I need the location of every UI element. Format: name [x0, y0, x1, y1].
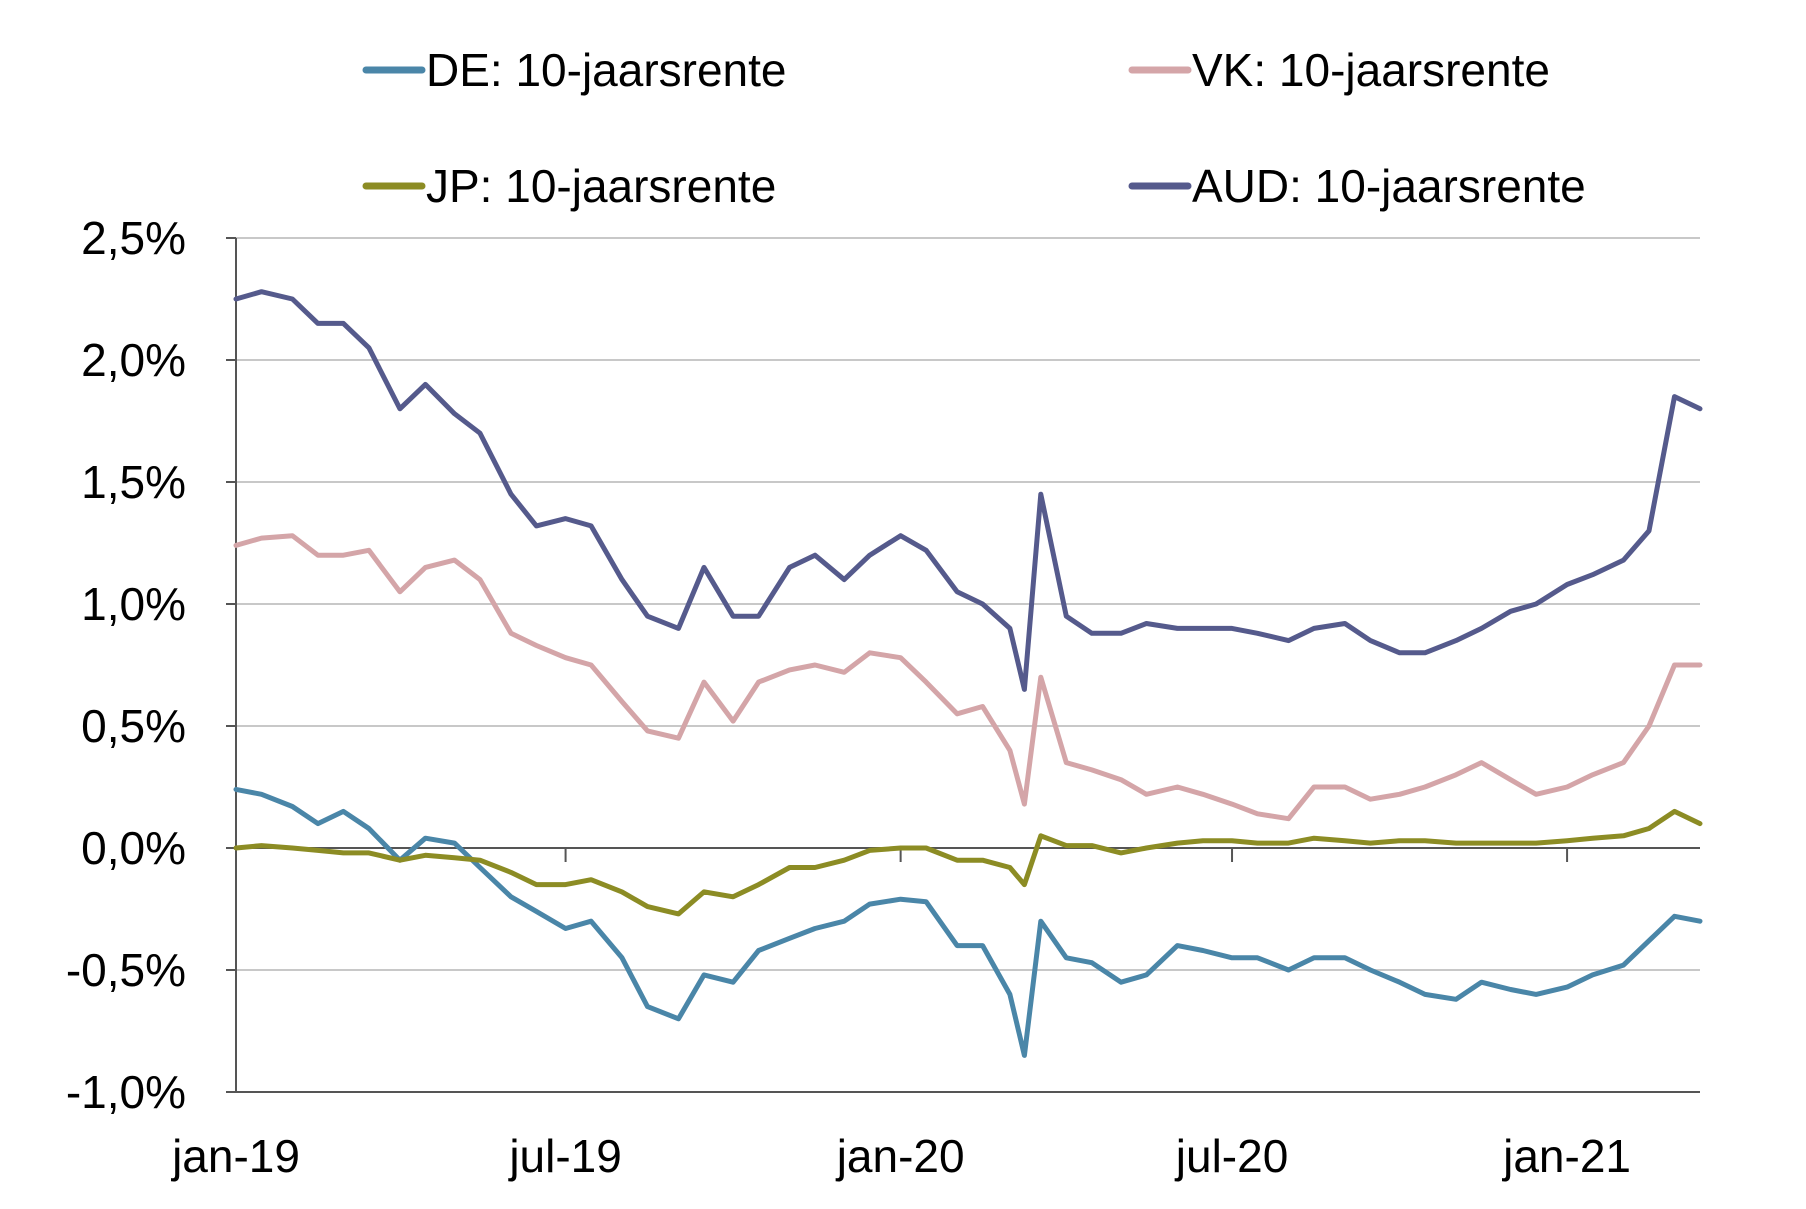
- legend-label-2: JP: 10-jaarsrente: [426, 160, 776, 212]
- x-tick-label: jan-19: [170, 1130, 300, 1182]
- y-tick-labels: 2,5% 2,0% 1,5% 1,0% 0,5% 0,0% -0,5% -1,0%: [66, 212, 186, 1118]
- y-tick-label: 2,0%: [81, 334, 186, 386]
- x-tick-label: jan-20: [835, 1130, 965, 1182]
- y-tick-label: -0,5%: [66, 944, 186, 996]
- y-tick-label: 0,5%: [81, 700, 186, 752]
- y-tick-label: 1,0%: [81, 578, 186, 630]
- x-tick-labels: jan-19 jul-19 jan-20 jul-20 jan-21: [170, 1130, 1631, 1182]
- series-line-3: [233, 289, 1703, 692]
- y-tick-label: -1,0%: [66, 1066, 186, 1118]
- y-tick-label: 2,5%: [81, 212, 186, 264]
- y-tick-label: 1,5%: [81, 456, 186, 508]
- x-tick-label: jul-20: [1174, 1130, 1289, 1182]
- legend-label-1: VK: 10-jaarsrente: [1192, 44, 1550, 96]
- x-tick-label: jul-19: [507, 1130, 622, 1182]
- x-tick-label: jan-21: [1501, 1130, 1631, 1182]
- series-line-0: [233, 786, 1703, 1058]
- axes: [226, 237, 1700, 1093]
- series-line-2: [233, 808, 1703, 917]
- series-lines: [233, 289, 1703, 1058]
- series-line-1: [233, 533, 1703, 822]
- legend-label-3: AUD: 10-jaarsrente: [1192, 160, 1586, 212]
- legend-label-0: DE: 10-jaarsrente: [426, 44, 787, 96]
- legend: DE: 10-jaarsrente VK: 10-jaarsrente JP: 10…: [362, 44, 1586, 212]
- y-tick-label: 0,0%: [81, 822, 186, 874]
